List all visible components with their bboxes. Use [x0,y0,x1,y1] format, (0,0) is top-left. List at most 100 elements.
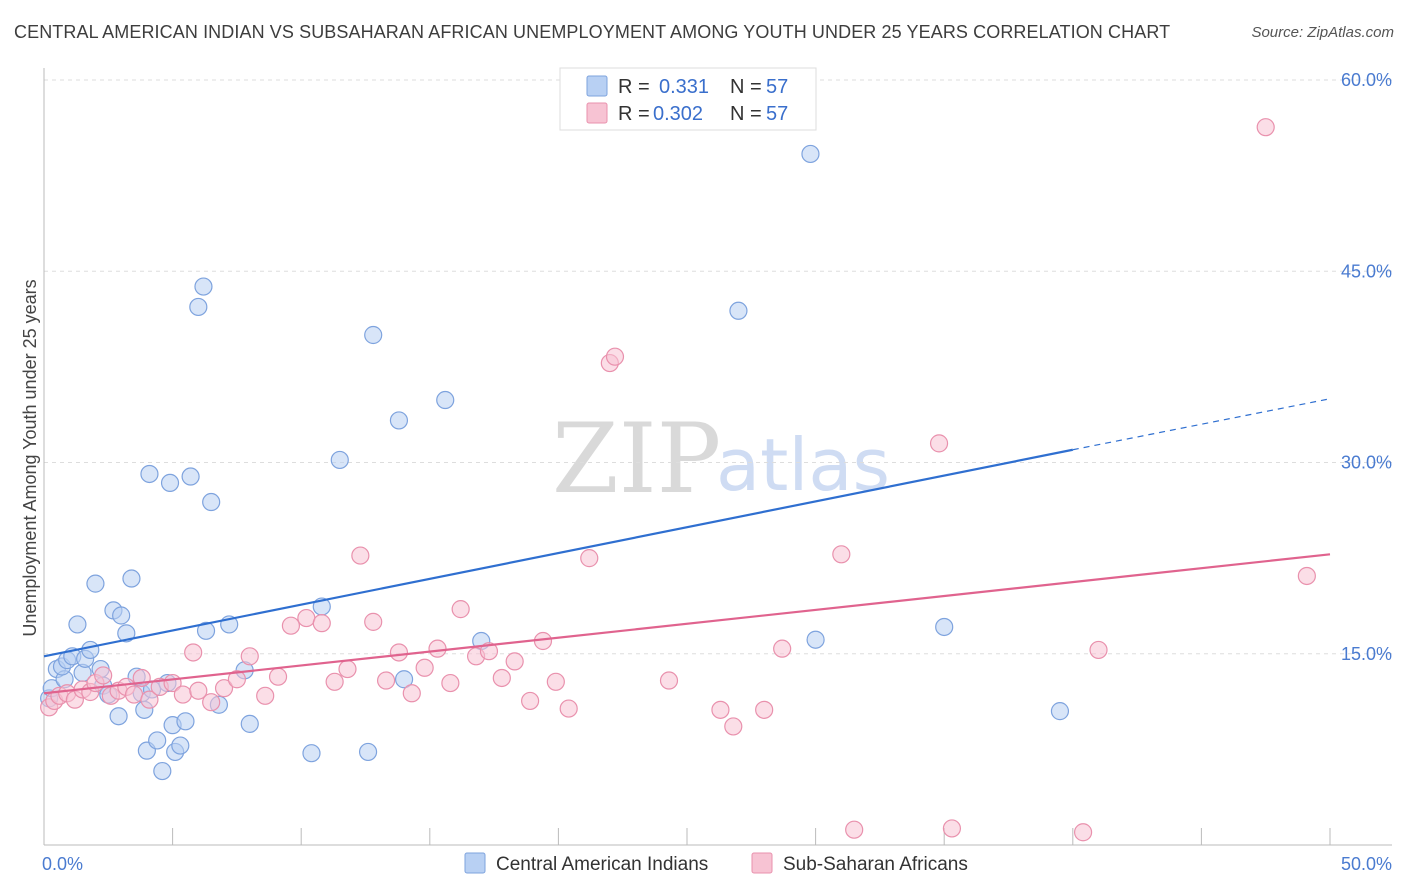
central-american-indians-point [1050,702,1070,721]
central-american-indians-point [436,390,455,410]
sub-saharan-africans-point [415,658,434,677]
y-tick-label: 60.0% [1341,70,1392,90]
sub-saharan-africans-point [505,652,524,671]
legend-r-label-blue: R = [618,76,650,98]
sub-saharan-africans-point [428,639,447,658]
legend-r-label-pink: R = [618,103,650,125]
central-american-indians-point [81,640,100,660]
bottom-legend-swatch-pink [751,852,773,874]
y-axis-title: Unemployment Among Youth under 25 years [20,279,40,636]
sub-saharan-africans-point [1089,640,1108,660]
sub-saharan-africans-point [1073,823,1093,842]
source-credit: Source: ZipAtlas.com [1251,24,1394,41]
sub-saharan-africans-point [845,820,864,839]
legend-r-value-pink: 0.302 [653,103,703,125]
sub-saharan-africans-point [580,549,599,568]
sub-saharan-africans-point [402,684,421,703]
central-american-indians-point [189,297,208,317]
central-american-indians-point [729,301,748,320]
sub-saharan-africans-point [325,672,344,691]
sub-saharan-africans-point [605,347,625,366]
central-american-indians-point [171,736,190,755]
sub-saharan-africans-point [189,681,208,700]
sub-saharan-africans-point [94,666,113,685]
trend-line-sub-saharan-africans [43,553,1331,695]
trend-line-central-american-indians-extension [1072,398,1331,451]
series-central-american-indians [40,144,1070,781]
central-american-indians-point [394,670,414,689]
central-american-indians-point [240,714,259,733]
central-american-indians-point [112,606,131,625]
central-american-indians-point [140,464,159,484]
bottom-legend-swatch-blue [464,852,486,874]
central-american-indians-point [935,617,954,637]
central-american-indians-point [181,467,200,486]
sub-saharan-africans-point [184,643,203,662]
watermark-zip: ZIP [552,403,721,515]
sub-saharan-africans-point [755,700,774,719]
sub-saharan-africans-point [240,647,259,666]
central-american-indians-point [806,630,825,649]
central-american-indians-point [117,624,136,643]
central-american-indians-point [364,325,383,345]
central-american-indians-point [801,144,820,164]
sub-saharan-africans-point [1256,118,1275,137]
sub-saharan-africans-point [942,819,962,838]
y-tick-label: 30.0% [1341,453,1392,473]
watermark-atlas: atlas [716,423,890,507]
chart-title: CENTRAL AMERICAN INDIAN VS SUBSAHARAN AF… [14,22,1171,42]
central-american-indians-point [160,473,180,492]
legend-swatch-pink [586,102,608,124]
sub-saharan-africans-point [281,616,301,635]
sub-saharan-africans-point [227,670,246,689]
central-american-indians-point [330,450,349,470]
legend-top: R = 0.331 N = 57 R = 0.302 N = 57 [559,67,817,131]
sub-saharan-africans-point [338,659,357,679]
trend-line-central-american-indians [43,448,1074,658]
sub-saharan-africans-point [140,690,159,709]
sub-saharan-africans-point [173,685,192,704]
sub-saharan-africans-point [297,608,316,628]
central-american-indians-point [68,615,87,634]
gridlines [44,79,1392,655]
legend-bottom: Central American Indians Sub-Saharan Afr… [464,852,968,875]
legend-r-value-blue: 0.331 [659,76,709,98]
sub-saharan-africans-point [711,700,730,719]
central-american-indians-point [153,761,172,781]
sub-saharan-africans-point [492,668,511,688]
legend-n-value-blue: 57 [766,76,788,98]
sub-saharan-africans-point [1297,566,1316,586]
central-american-indians-point [389,411,409,430]
x-tick-label-max: 50.0% [1341,854,1392,874]
y-tick-label: 15.0% [1341,644,1392,664]
sub-saharan-africans-point [724,717,743,736]
sub-saharan-africans-point [256,686,275,705]
sub-saharan-africans-point [389,643,409,662]
x-tick-label-min: 0.0% [42,854,83,874]
y-tick-labels: 15.0% 30.0% 45.0% 60.0% [1341,70,1392,664]
sub-saharan-africans-point [832,545,851,564]
sub-saharan-africans-point [929,434,949,453]
central-american-indians-point [202,492,221,512]
bottom-legend-label-pink: Sub-Saharan Africans [783,854,968,875]
legend-n-label-pink: N = [730,103,762,125]
sub-saharan-africans-point [451,600,470,619]
sub-saharan-africans-point [351,546,370,565]
central-american-indians-point [122,569,141,588]
central-american-indians-point [194,277,213,296]
central-american-indians-point [176,712,195,731]
sub-saharan-africans-point [202,693,221,712]
sub-saharan-africans-point [214,679,234,698]
series-sub-saharan-africans [40,118,1316,842]
legend-swatch-blue [586,75,608,97]
central-american-indians-point [196,621,216,640]
sub-saharan-africans-point [268,667,288,686]
sub-saharan-africans-point [559,699,578,718]
sub-saharan-africans-point [376,671,396,690]
sub-saharan-africans-point [124,685,144,704]
central-american-indians-point [358,742,378,762]
central-american-indians-point [86,574,105,593]
y-tick-label: 45.0% [1341,261,1392,281]
sub-saharan-africans-point [441,673,460,693]
